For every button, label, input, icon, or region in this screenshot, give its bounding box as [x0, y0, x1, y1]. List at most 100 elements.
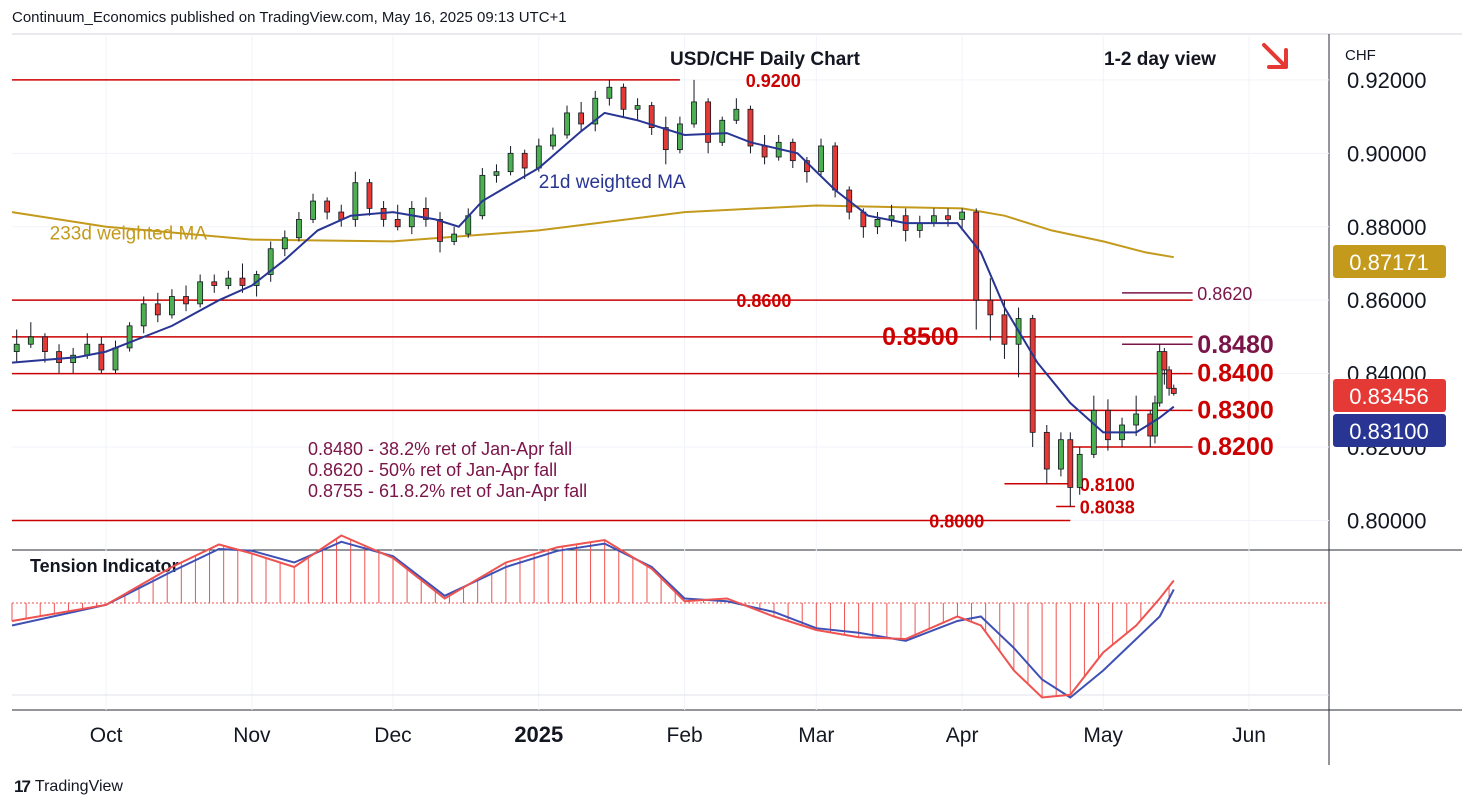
candle-body: [225, 277, 232, 286]
fib-note: 0.8620 - 50% ret of Jan-Apr fall: [308, 460, 557, 480]
candle-body: [126, 325, 133, 349]
level-label: 0.8600: [736, 291, 791, 311]
candle-body: [267, 248, 274, 275]
candle-body: [1161, 351, 1168, 371]
candle-body: [13, 343, 20, 352]
candle-body: [197, 281, 204, 305]
candle-body: [1090, 409, 1097, 455]
candle-body: [1057, 439, 1064, 470]
candle-body: [112, 347, 119, 371]
candle-body: [832, 145, 839, 191]
candle-body: [84, 343, 91, 356]
candle-body: [987, 299, 994, 316]
ma233-line: [11, 204, 1174, 259]
price-badge: [1333, 414, 1446, 447]
fib-note: 0.8480 - 38.2% ret of Jan-Apr fall: [308, 439, 572, 459]
y-tick-label: 0.88000: [1347, 215, 1427, 240]
candle-body: [1170, 387, 1177, 394]
candle-body: [662, 127, 669, 151]
x-tick-label: Feb: [667, 724, 703, 747]
candle-body: [1156, 351, 1163, 404]
fib-note: 0.8755 - 61.8.2% ret of Jan-Apr fall: [308, 481, 587, 501]
tradingview-brand[interactable]: 17 TradingView: [14, 777, 123, 797]
fib-label: 0.8480: [1197, 331, 1273, 359]
candle-body: [70, 354, 77, 363]
y-tick-label: 0.80000: [1347, 508, 1427, 533]
arrow-down-right-icon: [1262, 43, 1288, 69]
candle-body: [310, 200, 316, 220]
candle-body: [98, 343, 105, 371]
candle-body: [705, 101, 712, 143]
candle-body: [535, 145, 542, 169]
chart-title: USD/CHF Daily Chart: [670, 49, 861, 70]
tension-title: Tension Indicator: [30, 556, 179, 576]
x-tick-label: Jun: [1232, 724, 1266, 747]
candle-body: [634, 105, 641, 110]
candle-body: [648, 105, 655, 129]
x-tick-label: Nov: [233, 724, 271, 747]
view-label: 1-2 day view: [1104, 49, 1216, 70]
candle-body: [493, 171, 500, 176]
candle-body: [1166, 369, 1172, 389]
price-badge-label: 0.87171: [1349, 250, 1429, 275]
candle-body: [761, 145, 768, 158]
candle-body: [183, 296, 189, 305]
candle-body: [42, 336, 48, 352]
level-label: 0.8500: [882, 323, 958, 351]
y-tick-label: 0.92000: [1347, 68, 1427, 93]
candle-body: [352, 182, 359, 220]
candle-body: [1029, 318, 1036, 433]
candle-body: [592, 97, 599, 125]
candle-body: [281, 237, 288, 250]
candle-body: [479, 174, 486, 217]
candle-body: [296, 219, 302, 239]
candle-body: [578, 112, 585, 125]
candle-body: [916, 222, 923, 231]
candle-body: [27, 336, 34, 345]
ma-label: 21d weighted MA: [539, 172, 686, 193]
candle-body: [366, 182, 373, 209]
x-tick-label: Oct: [90, 724, 123, 747]
candle-body: [394, 219, 401, 228]
candle-body: [1043, 431, 1050, 470]
candle-body: [888, 215, 895, 220]
candle-body: [239, 277, 246, 286]
level-label: 0.8000: [929, 511, 984, 531]
candle-body: [945, 215, 951, 220]
ma21-line: [11, 111, 1175, 434]
candle-body: [324, 200, 331, 213]
x-tick-label: Apr: [946, 724, 979, 747]
candle-body: [931, 215, 937, 224]
level-label: 0.8100: [1080, 475, 1135, 495]
candle-body: [620, 86, 627, 110]
fib-label: 0.8620: [1197, 284, 1252, 304]
candle-body: [564, 112, 570, 136]
level-label: 0.8300: [1197, 396, 1273, 424]
level-label: 0.8200: [1197, 433, 1273, 461]
tradingview-logo-icon: 17: [14, 777, 31, 796]
ma-label: 233d weighted MA: [50, 224, 208, 245]
candle-body: [507, 152, 514, 173]
level-label: 0.8400: [1197, 360, 1273, 388]
tension-fast-line: [11, 534, 1175, 699]
x-tick-label: Mar: [798, 724, 834, 747]
candle-body: [959, 211, 966, 220]
candle-body: [1067, 439, 1074, 488]
candle-body: [719, 119, 726, 143]
y-tick-label: 0.90000: [1347, 141, 1427, 166]
candle-body: [451, 233, 458, 242]
candle-body: [56, 351, 62, 363]
candle-body: [1076, 453, 1083, 488]
candle-body: [818, 145, 824, 173]
candle-body: [733, 108, 740, 121]
candle-body: [1105, 409, 1111, 441]
candle-body: [521, 152, 528, 169]
candle-body: [423, 207, 429, 220]
price-badge-label: 0.83100: [1349, 419, 1429, 444]
currency-label: CHF: [1345, 47, 1376, 64]
x-tick-label: Dec: [374, 724, 411, 747]
x-tick-label: 2025: [514, 722, 563, 747]
candle-body: [677, 123, 683, 151]
candle-body: [154, 303, 161, 316]
